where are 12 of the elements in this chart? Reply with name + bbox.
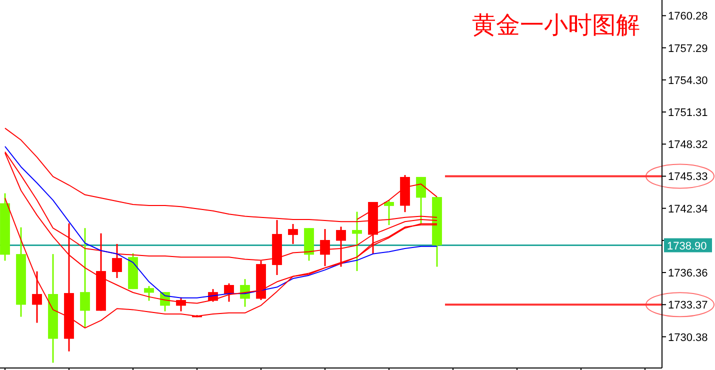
y-tick-label: 1748.32 (668, 139, 708, 152)
y-tick-label: 1754.30 (668, 74, 708, 87)
text: 黄金一小时图解 (472, 12, 640, 39)
y-tick-label: 1736.36 (668, 268, 708, 280)
y-tick-label: 1751.31 (668, 107, 708, 119)
y-tick-label: 1733.37 (668, 300, 708, 312)
ref-line-label: 1738.90 (667, 240, 707, 252)
y-tick-label: 1730.38 (668, 332, 708, 344)
y-tick-label: 1757.29 (668, 42, 708, 55)
y-tick-label: 1745.33 (668, 171, 708, 184)
y-tick-label: 1742.34 (668, 203, 708, 216)
y-tick-label: 1760.28 (668, 10, 708, 23)
